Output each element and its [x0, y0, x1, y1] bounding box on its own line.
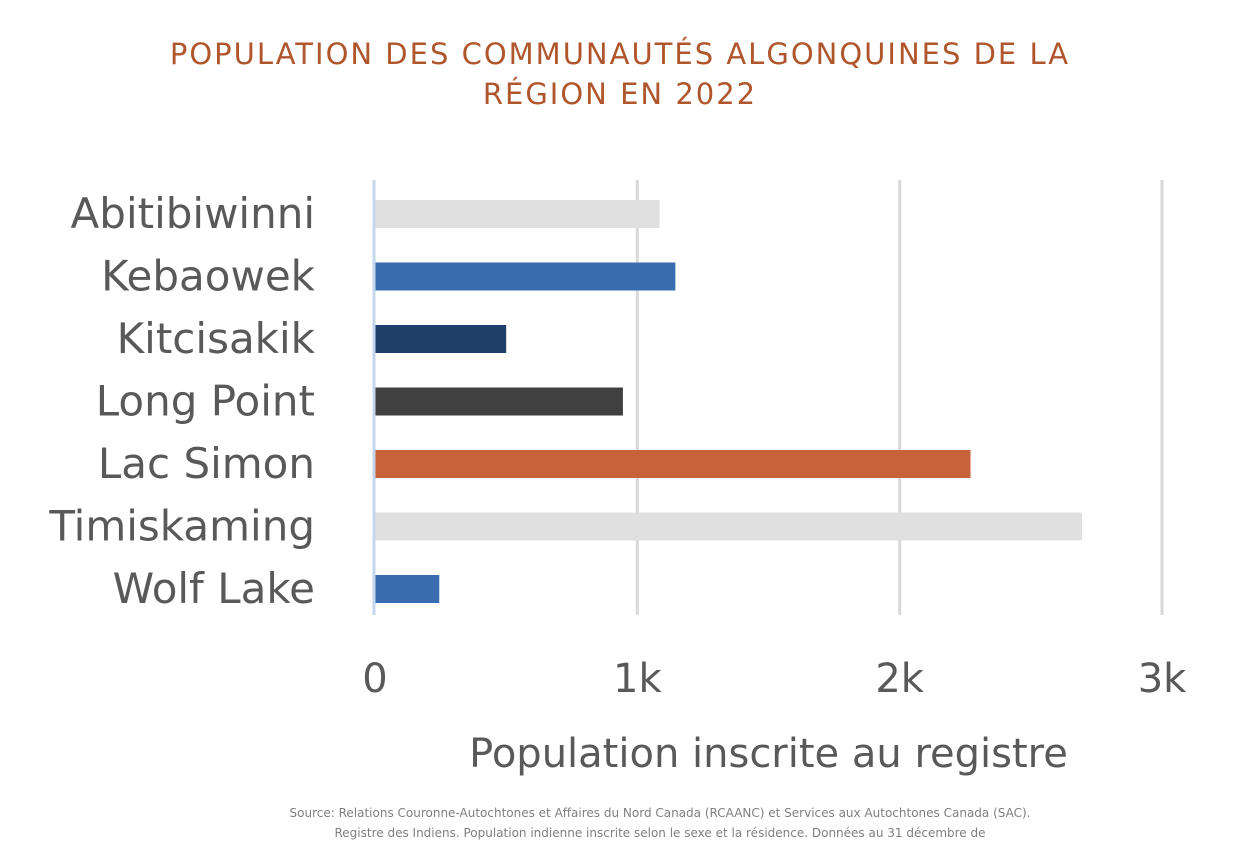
category-label: Lac Simon	[98, 439, 315, 488]
bar	[375, 325, 507, 353]
x-tick-label: 1k	[613, 656, 662, 702]
category-labels: Abitibiwinni Kebaowek Kitcisakik Long Point…	[48, 189, 315, 613]
category-label: Kitcisakik	[117, 314, 316, 363]
bar	[375, 200, 660, 228]
category-label: Long Point	[96, 377, 315, 426]
bars	[375, 200, 1082, 603]
category-label: Wolf Lake	[113, 564, 315, 613]
bar	[375, 262, 676, 291]
x-tick-label: 0	[362, 656, 387, 702]
bar	[375, 450, 971, 478]
source-note: Source: Relations Couronne-Autochtones e…	[160, 803, 1160, 843]
source-line: Registre des Indiens. Population indienn…	[334, 826, 986, 840]
gridlines	[635, 180, 1164, 615]
bar	[375, 387, 623, 416]
category-label: Abitibiwinni	[71, 189, 315, 238]
category-label: Timiskaming	[48, 502, 315, 551]
x-tick-labels: 0 1k 2k 3k	[362, 656, 1187, 702]
bar	[375, 512, 1082, 541]
chart-title: POPULATION DES COMMUNAUTÉS ALGONQUINES D…	[169, 37, 1071, 111]
bar	[375, 575, 440, 603]
category-label: Kebaowek	[101, 252, 316, 301]
x-tick-label: 3k	[1138, 656, 1187, 702]
source-line: Source: Relations Couronne-Autochtones e…	[289, 806, 1031, 820]
x-axis-title: Population inscrite au registre	[469, 731, 1068, 777]
x-tick-label: 2k	[875, 656, 924, 702]
